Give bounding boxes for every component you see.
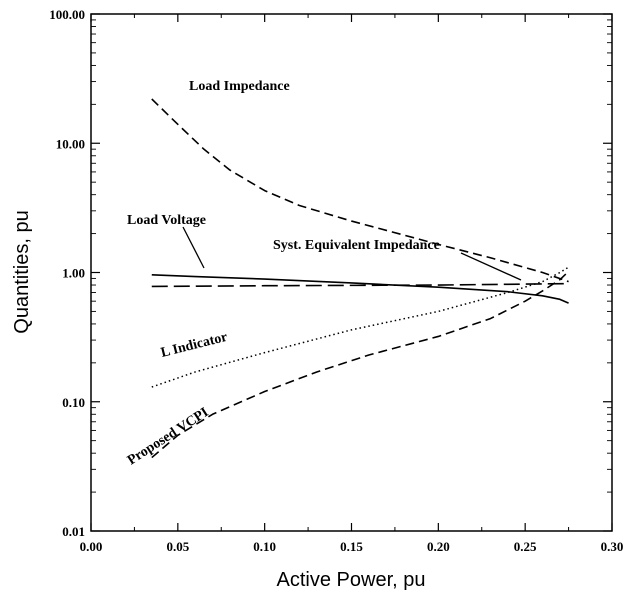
- x-tick-label: 0.05: [166, 539, 189, 554]
- y-tick-label: 1.00: [62, 266, 85, 281]
- y-tick-label: 0.10: [62, 395, 85, 410]
- annotation-proposed-vcpi: Proposed VCPI: [125, 405, 211, 468]
- series-line-syst-equivalent-impedance: [151, 282, 569, 288]
- plot-frame: [90, 13, 613, 532]
- x-tick-label: 0.15: [340, 539, 363, 554]
- x-tick-label: 0.25: [514, 539, 537, 554]
- pointer-load-voltage: [182, 226, 205, 269]
- series-group: [151, 98, 570, 459]
- x-tick-label: 0.10: [253, 539, 276, 554]
- annotation-load-impedance: Load Impedance: [189, 79, 290, 94]
- annotation-l-indicator: L Indicator: [159, 330, 229, 361]
- annotation-syst-equivalent-impedance: Syst. Equivalent Impedance: [273, 238, 440, 253]
- x-axis: 0.00 0.05 0.10 0.15 0.20 0.25 0.30: [80, 14, 624, 554]
- pointer-syst-equivalent-impedance: [460, 252, 522, 281]
- y-tick-label: 100.00: [49, 7, 85, 22]
- x-tick-label: 0.30: [601, 539, 624, 554]
- series-line-load-voltage: [151, 273, 569, 304]
- y-axis-title: Quantities, pu: [11, 210, 33, 333]
- annotation-load-voltage: Load Voltage: [127, 213, 206, 228]
- x-tick-label: 0.20: [427, 539, 450, 554]
- x-axis-title: Active Power, pu: [277, 569, 426, 591]
- series-line-load-impedance: [151, 98, 569, 283]
- y-tick-label: 0.01: [62, 524, 85, 539]
- series-line-proposed-vcpi: [151, 270, 570, 459]
- y-axis: 0.01 0.10 1.00 10.00 100.00: [49, 7, 612, 539]
- y-tick-label: 10.00: [56, 136, 85, 151]
- x-tick-label: 0.00: [80, 539, 103, 554]
